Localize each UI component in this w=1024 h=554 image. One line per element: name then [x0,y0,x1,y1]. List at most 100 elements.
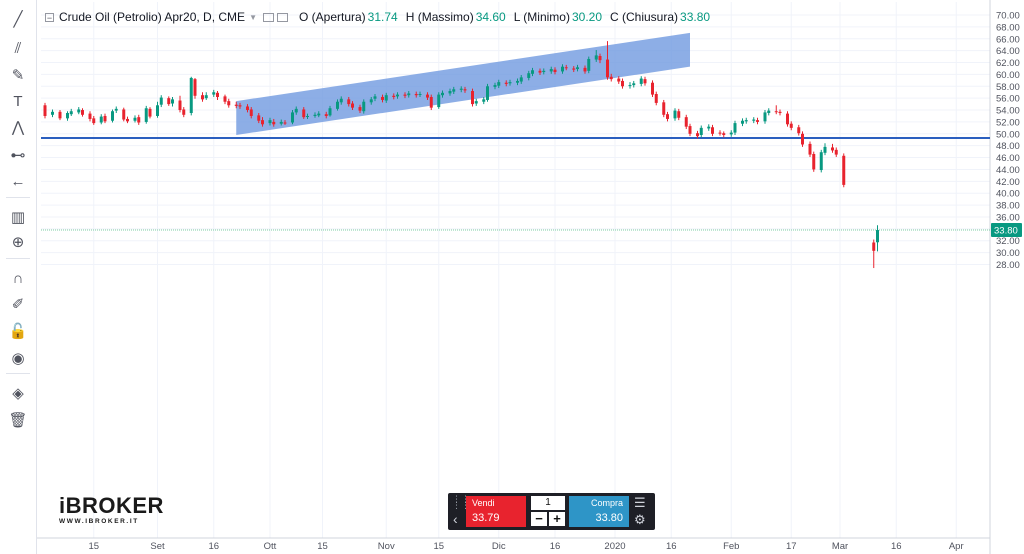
candle[interactable] [279,121,283,124]
candle[interactable] [452,89,456,92]
measure-icon[interactable]: ▥ [10,209,26,226]
candle[interactable] [538,70,542,73]
lock-icon[interactable]: 🔓 [8,323,28,340]
candle[interactable] [516,80,519,83]
candle[interactable] [283,122,287,124]
candle[interactable] [684,117,688,127]
candle[interactable] [707,126,711,129]
candle[interactable] [69,111,73,115]
candle[interactable] [294,108,298,113]
candle[interactable] [482,99,486,102]
candle[interactable] [789,123,793,128]
candle[interactable] [786,113,789,125]
candle[interactable] [621,80,624,87]
candle[interactable] [486,86,489,100]
candle[interactable] [291,112,294,123]
magnet-icon[interactable]: ∩ [12,269,24,287]
candle[interactable] [238,105,242,107]
candle[interactable] [842,155,846,185]
candle[interactable] [688,126,692,134]
text-icon[interactable]: T [13,92,23,110]
candle[interactable] [598,55,602,61]
symbol-title[interactable]: Crude Oil (Petrolio) Apr20, D, CME [59,10,246,24]
drag-grip-icon[interactable]: ⋮⋮ ⋮⋮ [452,494,470,510]
candle[interactable] [696,133,699,137]
candle[interactable] [718,132,722,134]
candle[interactable] [531,70,534,74]
chevron-left-icon[interactable]: ‹ [453,511,458,527]
candle[interactable] [212,92,216,95]
candle[interactable] [463,89,467,91]
candle[interactable] [493,85,497,87]
pattern-icon[interactable]: ⋀ [11,119,25,136]
candle[interactable] [564,67,568,69]
candle[interactable] [178,100,182,111]
candle[interactable] [204,95,208,99]
candle[interactable] [324,114,328,116]
candle[interactable] [216,92,219,97]
candle[interactable] [553,69,557,73]
menu-icon[interactable]: ☰ [634,495,646,510]
candle[interactable] [733,123,737,133]
candle[interactable] [396,94,399,97]
candle[interactable] [834,149,838,155]
candle[interactable] [767,110,771,114]
candle[interactable] [261,120,264,125]
candle[interactable] [137,117,141,123]
candle[interactable] [662,102,666,115]
candle[interactable] [763,112,767,122]
prediction-icon[interactable]: ⊷ [10,147,26,164]
candle[interactable] [711,127,714,134]
candle[interactable] [246,106,249,111]
buy-button[interactable]: Compra 33.80 [569,496,629,527]
candle[interactable] [268,120,272,124]
candle[interactable] [126,118,129,122]
candle[interactable] [823,146,827,153]
decrease-quantity-button[interactable]: − [531,512,547,526]
candle[interactable] [872,242,876,251]
layers-icon[interactable]: ◈ [12,385,24,402]
candle[interactable] [561,66,564,72]
candle[interactable] [471,91,474,105]
candle[interactable] [459,88,463,90]
candle[interactable] [549,69,553,72]
candle[interactable] [122,109,126,120]
candle[interactable] [148,108,152,117]
candle[interactable] [819,152,823,171]
candle[interactable] [92,118,96,124]
trash-icon[interactable]: 🗑 [8,412,28,429]
candle[interactable] [313,114,317,116]
candle[interactable] [66,113,69,119]
candle[interactable] [542,70,546,73]
candle[interactable] [133,117,137,121]
candle[interactable] [448,91,452,94]
candle[interactable] [223,96,227,102]
candle[interactable] [527,73,531,78]
candle[interactable] [752,119,756,121]
candle[interactable] [812,153,816,170]
candle[interactable] [594,55,598,60]
candle[interactable] [699,127,703,135]
settings-square-icon[interactable] [262,12,274,22]
eye-icon[interactable]: ◉ [11,350,25,367]
candle[interactable] [144,108,148,122]
candle[interactable] [43,105,47,116]
candle[interactable] [381,96,384,100]
parallel-channel-icon[interactable]: ⫽ [14,39,22,57]
candle[interactable] [426,94,429,98]
candle[interactable] [193,79,197,96]
candle[interactable] [373,96,377,99]
candle[interactable] [741,120,744,124]
candle[interactable] [227,101,231,106]
candle[interactable] [609,76,613,80]
candle[interactable] [159,97,163,105]
candle[interactable] [606,59,609,78]
candle[interactable] [362,101,366,112]
candle[interactable] [519,77,523,82]
candle[interactable] [583,67,587,72]
collapse-legend-icon[interactable]: − [45,12,54,23]
candle[interactable] [369,99,373,103]
candle[interactable] [257,115,261,121]
candle[interactable] [339,98,343,103]
candle[interactable] [336,101,339,109]
